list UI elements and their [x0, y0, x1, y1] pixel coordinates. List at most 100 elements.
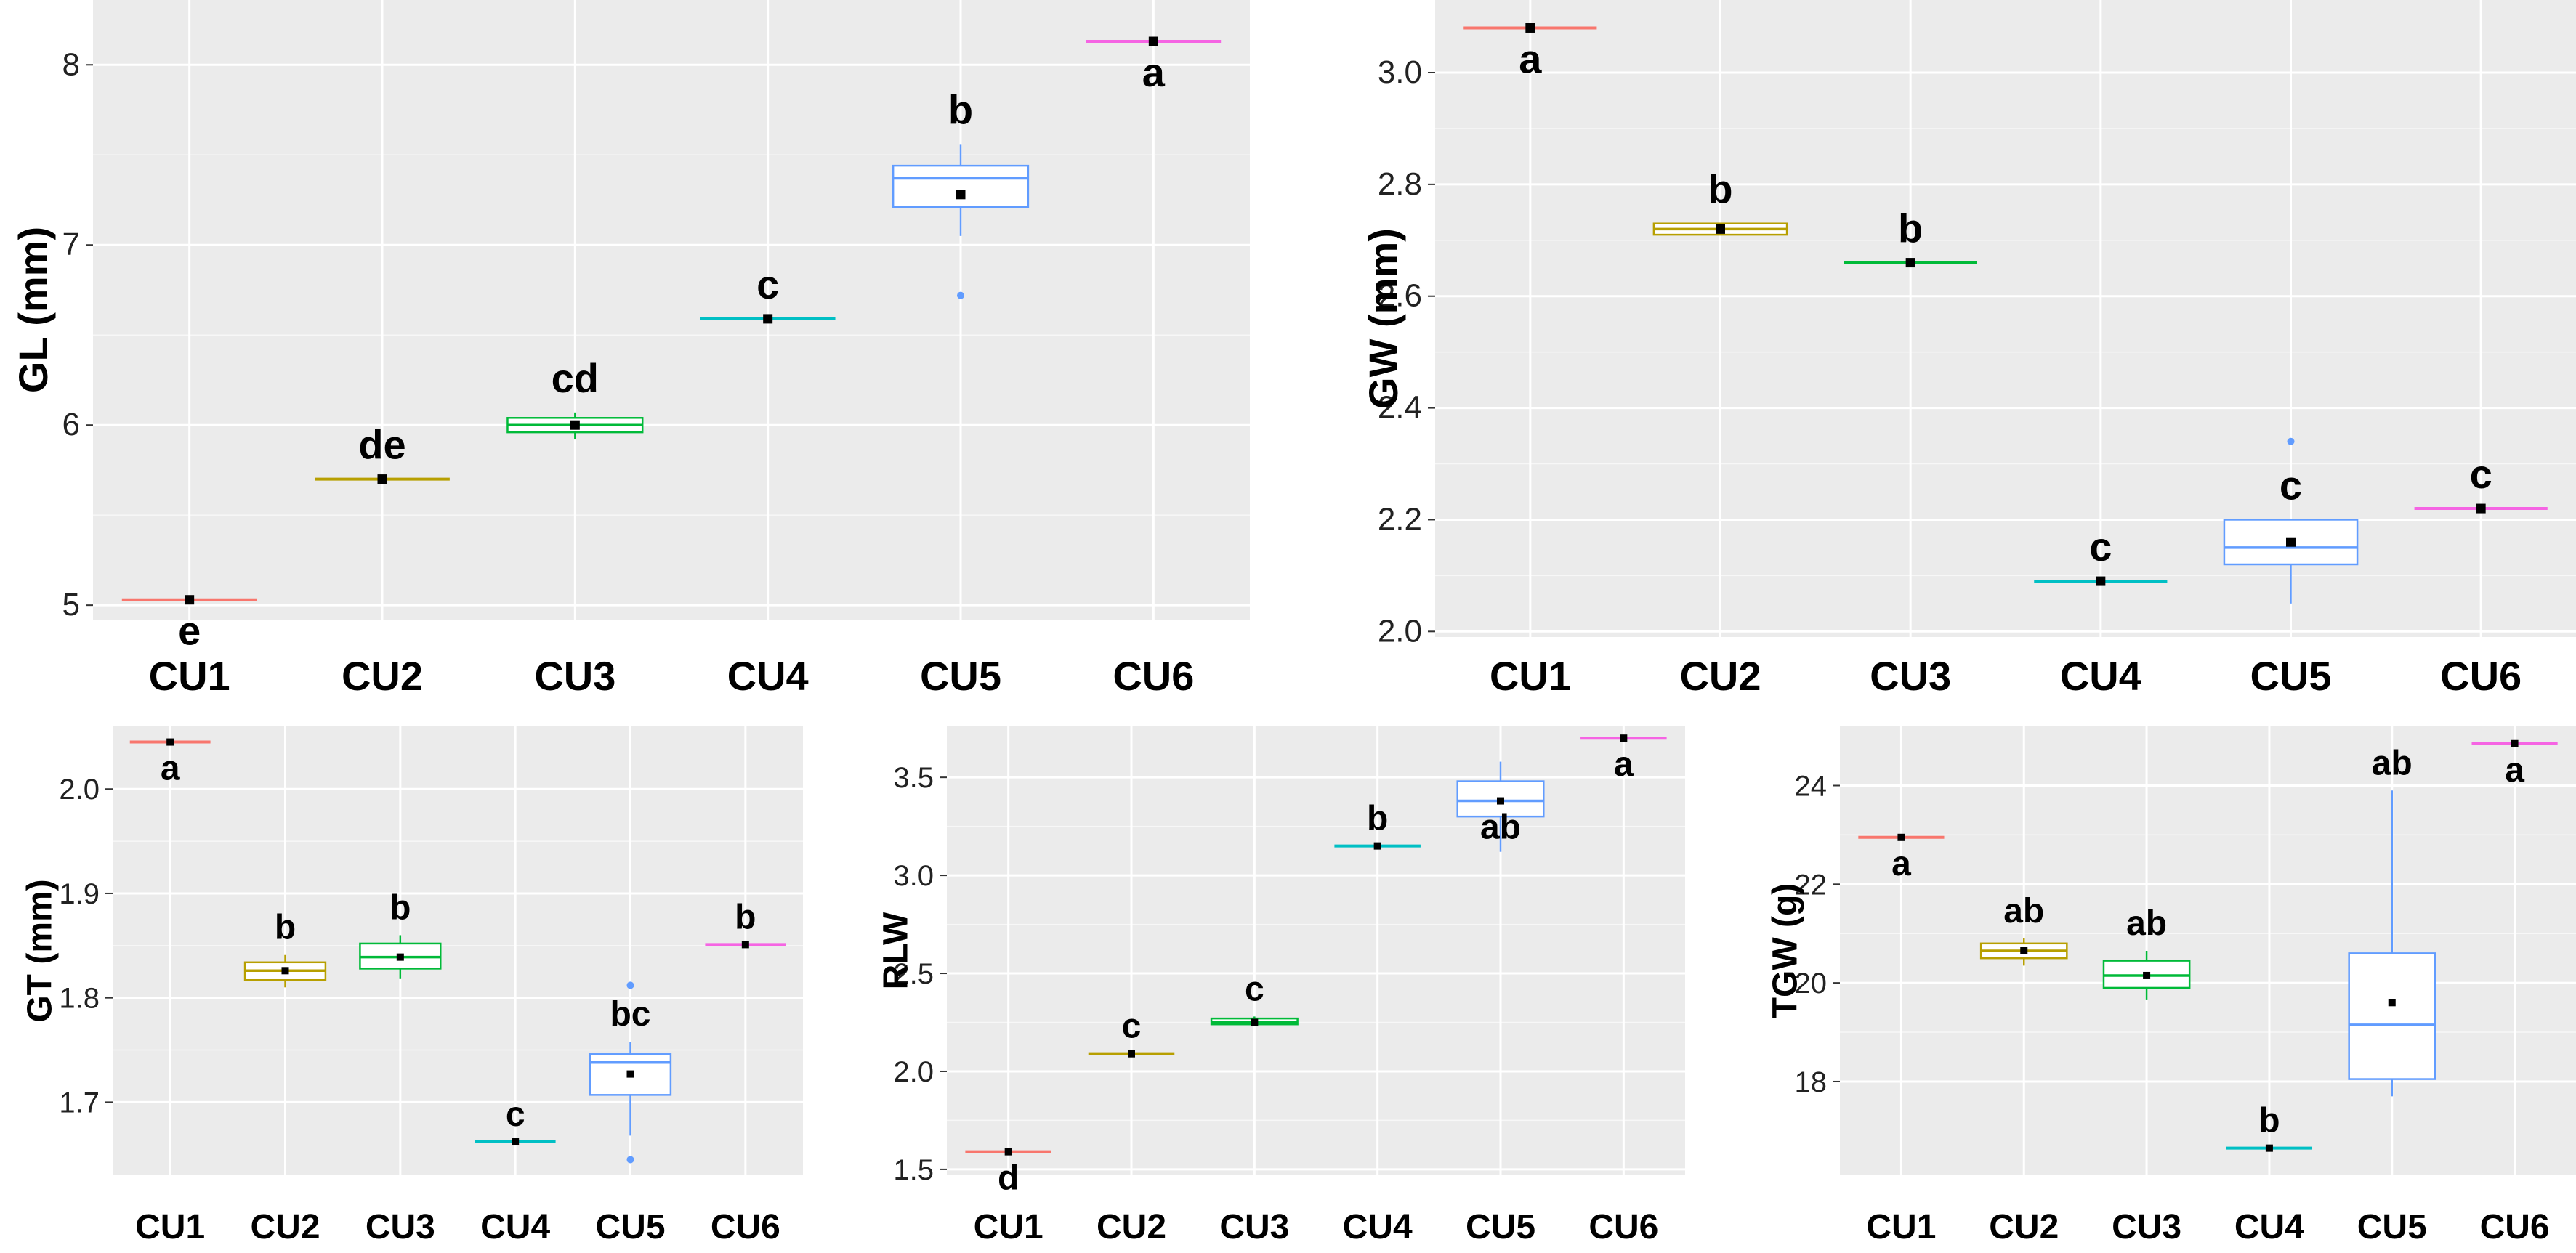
y-axis-label: RLW: [877, 912, 916, 989]
x-tick-label: CU5: [1466, 1208, 1535, 1246]
significance-letter: a: [1891, 845, 1911, 883]
significance-letter: a: [1142, 49, 1166, 95]
mean-marker: [1148, 36, 1158, 46]
significance-letter: ab: [2126, 904, 2167, 943]
box-cu1: a: [1858, 833, 1945, 883]
y-tick-label: 1.5: [893, 1154, 934, 1186]
box-cu4: b: [2226, 1102, 2313, 1152]
box-cu5: ab: [2348, 744, 2436, 1097]
significance-letter: b: [1708, 166, 1732, 212]
plot-background: [113, 726, 803, 1175]
box-iqr: [2348, 952, 2436, 1080]
box-cu2: c: [1088, 1007, 1175, 1058]
significance-letter: c: [756, 261, 779, 307]
x-tick-label: CU3: [1870, 653, 1951, 699]
significance-letter: b: [389, 888, 411, 927]
x-tick-label: CU4: [2060, 653, 2141, 699]
x-tick-label: CU1: [149, 653, 230, 699]
outlier-point: [2287, 437, 2295, 445]
y-tick-label: 20: [1795, 968, 1828, 999]
significance-letter: ab: [2372, 744, 2413, 782]
y-axis-label: GL (mm): [10, 227, 56, 393]
significance-letter: ab: [1480, 808, 1521, 847]
mean-marker: [2476, 503, 2486, 514]
significance-letter: c: [2089, 524, 2112, 569]
x-tick-label: CU6: [2480, 1208, 2550, 1246]
mean-marker: [741, 941, 749, 949]
plot-background: [947, 726, 1685, 1175]
box-cu1: a: [1463, 23, 1597, 81]
box-cu3: b: [359, 888, 442, 979]
mean-marker: [185, 595, 195, 605]
mean-marker: [2265, 1144, 2273, 1152]
significance-letter: d: [998, 1159, 1019, 1198]
significance-letter: b: [735, 898, 756, 936]
y-tick-label: 2.6: [1378, 278, 1422, 314]
box-cu5: c: [2223, 437, 2359, 604]
mean-marker: [2388, 999, 2396, 1007]
mean-marker: [956, 190, 966, 200]
box-cu6: b: [705, 898, 786, 949]
mean-marker: [377, 474, 387, 484]
significance-letter: b: [275, 909, 296, 947]
mean-marker: [1905, 258, 1915, 268]
y-tick-label: 3.5: [893, 762, 934, 794]
y-tick-label: 18: [1795, 1066, 1828, 1098]
box-cu4: c: [700, 261, 836, 324]
box-cu6: a: [1086, 36, 1222, 95]
mean-marker: [626, 1070, 634, 1078]
y-tick-label: 2.0: [893, 1056, 934, 1088]
x-tick-label: CU3: [2112, 1208, 2181, 1246]
box-iqr: [892, 164, 1030, 208]
box-cu4: b: [1334, 800, 1421, 850]
box-cu4: c: [475, 1095, 556, 1146]
mean-marker: [2511, 739, 2519, 747]
x-tick-label: CU2: [342, 653, 423, 699]
significance-letter: de: [358, 422, 405, 468]
x-tick-label: CU1: [1490, 653, 1571, 699]
significance-letter: b: [1898, 206, 1923, 251]
y-axis-label: GT (mm): [21, 879, 60, 1022]
y-tick-label: 3.0: [1378, 54, 1422, 90]
x-tick-label: CU4: [727, 653, 809, 699]
mean-marker: [512, 1138, 520, 1146]
significance-letter: c: [2280, 462, 2302, 508]
y-tick-label: 2.4: [1378, 390, 1422, 426]
y-tick-label: 7: [62, 227, 80, 262]
y-tick-label: 8: [62, 46, 80, 82]
plot-background: [1840, 726, 2576, 1175]
chart-panel-3: 1.7 1.8 1.9 2.0 GT (mm) a CU1 b CU2 b CU3 c CU4 bc CU5…: [21, 726, 803, 1246]
significance-letter: a: [161, 750, 180, 788]
box-cu2: b: [1652, 166, 1788, 236]
y-tick-label: 5: [62, 587, 80, 623]
box-cu2: b: [243, 909, 327, 988]
x-tick-label: CU5: [595, 1208, 665, 1246]
x-tick-label: CU3: [366, 1208, 435, 1246]
x-tick-label: CU2: [1989, 1208, 2059, 1246]
box-cu2: ab: [1979, 892, 2068, 966]
mean-marker: [166, 738, 174, 746]
mean-marker: [396, 953, 404, 961]
mean-marker: [1128, 1050, 1135, 1058]
y-axis-label: GW (mm): [1360, 228, 1406, 409]
significance-letter: a: [2505, 751, 2524, 790]
mean-marker: [1497, 797, 1504, 805]
box-cu6: a: [1580, 734, 1667, 784]
box-cu6: c: [2414, 451, 2548, 514]
significance-letter: e: [178, 608, 201, 654]
y-tick-label: 1.9: [59, 878, 100, 910]
x-tick-label: CU4: [480, 1208, 550, 1246]
mean-marker: [1251, 1018, 1259, 1026]
y-tick-label: 22: [1795, 869, 1828, 901]
mean-marker: [1897, 833, 1905, 841]
y-tick-label: 3.0: [893, 860, 934, 892]
box-cu4: c: [2034, 524, 2168, 586]
box-cu1: a: [129, 738, 211, 788]
x-tick-label: CU3: [1219, 1208, 1289, 1246]
significance-letter: c: [506, 1095, 525, 1134]
significance-letter: cd: [552, 355, 599, 401]
significance-letter: c: [1245, 970, 1264, 1008]
outlier-point: [626, 981, 634, 989]
y-axis-label: TGW (g): [1767, 883, 1805, 1019]
